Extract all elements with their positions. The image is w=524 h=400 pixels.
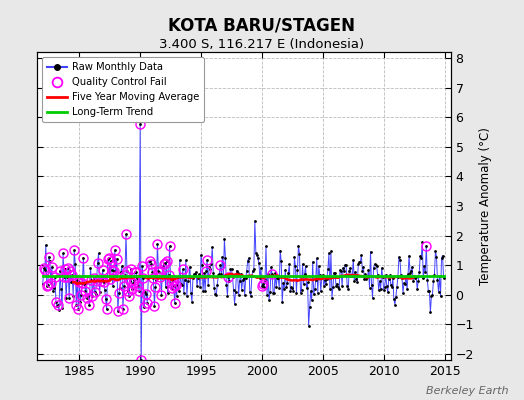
Text: 3.400 S, 116.217 E (Indonesia): 3.400 S, 116.217 E (Indonesia) xyxy=(159,38,365,51)
Y-axis label: Temperature Anomaly (°C): Temperature Anomaly (°C) xyxy=(479,127,493,285)
Text: Berkeley Earth: Berkeley Earth xyxy=(426,386,508,396)
Legend: Raw Monthly Data, Quality Control Fail, Five Year Moving Average, Long-Term Tren: Raw Monthly Data, Quality Control Fail, … xyxy=(42,57,204,122)
Text: KOTA BARU/STAGEN: KOTA BARU/STAGEN xyxy=(169,16,355,34)
